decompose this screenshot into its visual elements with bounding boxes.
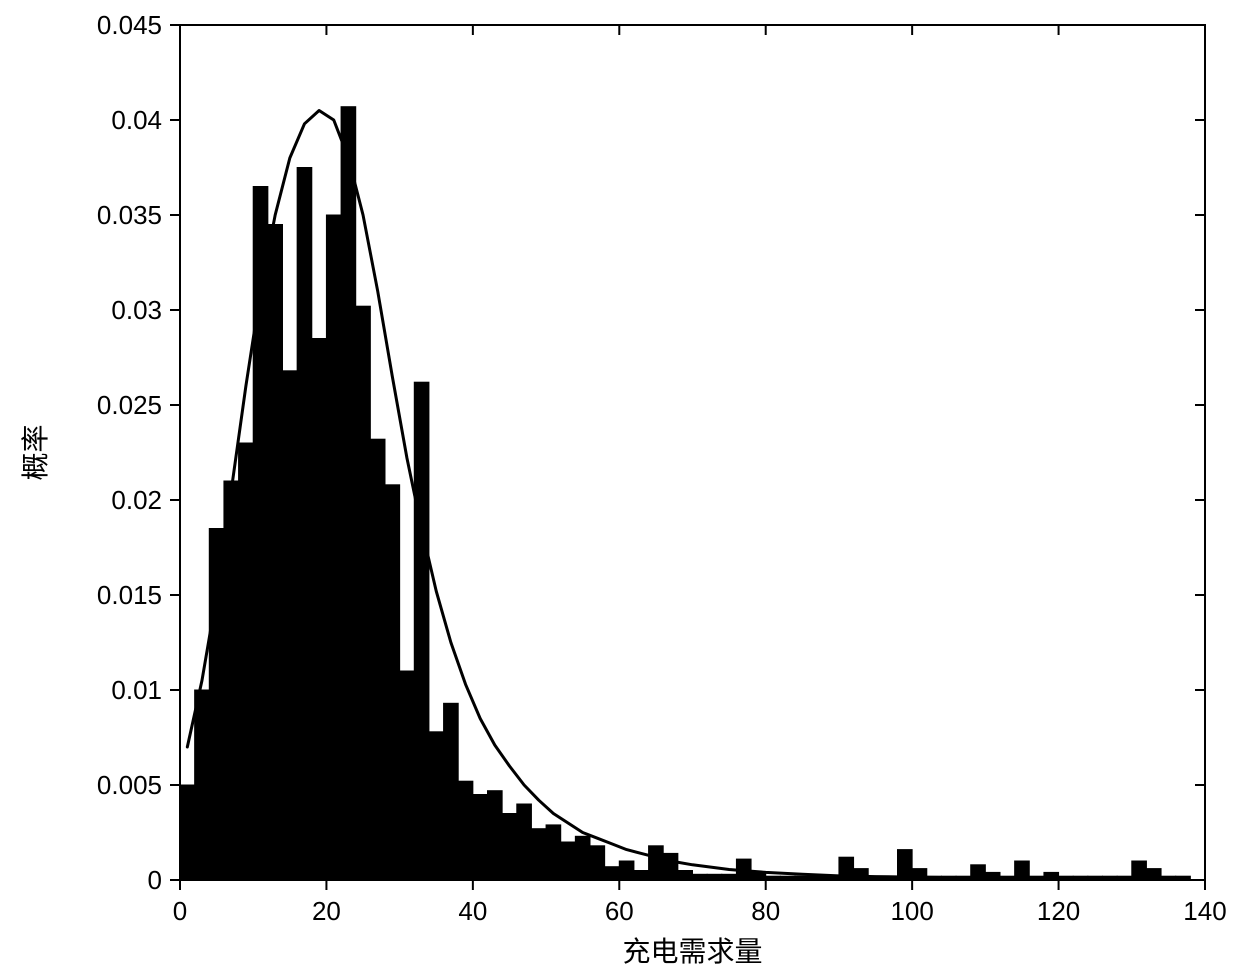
histogram-bar (693, 874, 708, 880)
histogram-bar (898, 850, 913, 880)
histogram-bar (810, 876, 825, 880)
histogram-bar (239, 443, 254, 880)
histogram-bar (326, 215, 341, 880)
histogram-bar (502, 814, 517, 881)
histogram-bar (488, 791, 503, 880)
histogram-bar (312, 339, 327, 881)
x-tick-label: 40 (458, 896, 487, 926)
y-tick-label: 0.02 (111, 485, 162, 515)
histogram-chart: 0 20 40 60 80 100 120 140 0 0.005 0.01 0.015 0.02 0.0… (0, 0, 1239, 977)
chart-svg: 0 20 40 60 80 100 120 140 0 0.005 0.01 0.015 0.02 0.0… (0, 0, 1239, 977)
y-axis-label: 概率 (20, 424, 51, 480)
x-tick-label: 20 (312, 896, 341, 926)
histogram-bar (707, 874, 722, 880)
histogram-bar (414, 382, 429, 880)
histogram-bar (224, 481, 239, 880)
histogram-bar (678, 871, 693, 881)
x-tick-label: 140 (1183, 896, 1226, 926)
y-tick-label: 0.04 (111, 105, 162, 135)
y-tick-label: 0.045 (97, 10, 162, 40)
x-tick-label: 60 (605, 896, 634, 926)
histogram-bar (780, 876, 795, 880)
histogram-bar (400, 671, 415, 880)
histogram-bar (546, 825, 561, 880)
y-tick-label: 0.015 (97, 580, 162, 610)
histogram-bar (444, 703, 459, 880)
histogram-bar (209, 529, 224, 881)
histogram-bar (458, 781, 473, 880)
histogram-bar (341, 107, 356, 880)
y-tick-label: 0.01 (111, 675, 162, 705)
histogram-bar (297, 168, 312, 881)
histogram-bar (1132, 861, 1147, 880)
histogram-bar (283, 371, 298, 880)
histogram-bar (766, 876, 781, 880)
histogram-bar (663, 853, 678, 880)
histogram-bar (473, 795, 488, 881)
histogram-bar (634, 871, 649, 881)
histogram-bar (795, 876, 810, 880)
histogram-bar (619, 861, 634, 880)
histogram-bar (195, 690, 210, 880)
x-tick-label: 120 (1037, 896, 1080, 926)
histogram-bar (649, 846, 664, 880)
histogram-bar (561, 842, 576, 880)
histogram-bar (356, 306, 371, 880)
histogram-bar (605, 867, 620, 880)
y-tick-label: 0.025 (97, 390, 162, 420)
histogram-bar (370, 439, 385, 880)
x-tick-label: 0 (173, 896, 187, 926)
y-tick-label: 0.035 (97, 200, 162, 230)
y-tick-label: 0.005 (97, 770, 162, 800)
histogram-bar (517, 804, 532, 880)
histogram-bar (180, 785, 195, 880)
histogram-bar (531, 829, 546, 880)
histogram-bar (854, 869, 869, 880)
histogram-bar (385, 485, 400, 880)
y-tick-label: 0 (148, 865, 162, 895)
histogram-bar (722, 874, 737, 880)
x-tick-label: 80 (751, 896, 780, 926)
histogram-bar (575, 836, 590, 880)
y-tick-label: 0.03 (111, 295, 162, 325)
x-tick-label: 100 (890, 896, 933, 926)
histogram-bar (590, 846, 605, 880)
histogram-bar (268, 225, 283, 881)
histogram-bar (429, 732, 444, 880)
x-axis-label: 充电需求量 (622, 936, 762, 967)
